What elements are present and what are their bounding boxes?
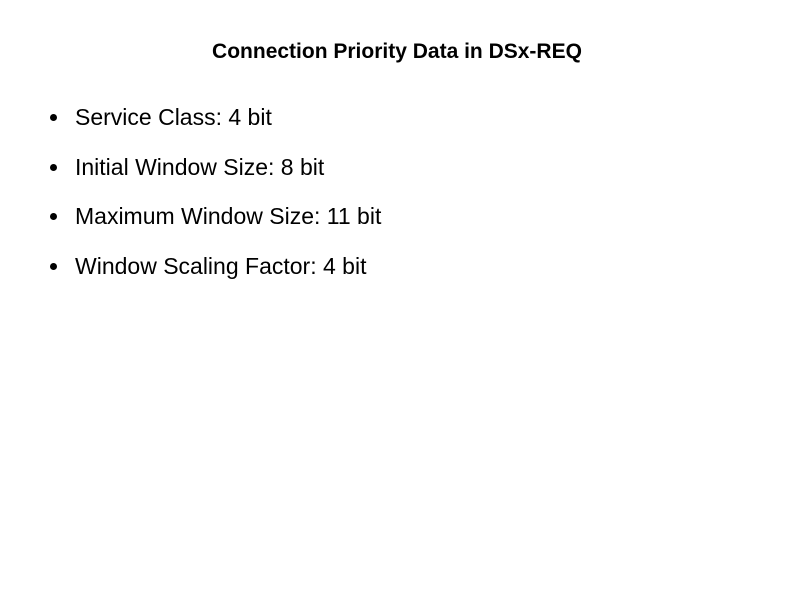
bullet-text: Maximum Window Size: 11 bit: [75, 203, 381, 231]
list-item: Initial Window Size: 8 bit: [50, 154, 794, 182]
bullet-list: Service Class: 4 bit Initial Window Size…: [0, 104, 794, 280]
bullet-icon: [50, 213, 57, 220]
bullet-icon: [50, 263, 57, 270]
list-item: Service Class: 4 bit: [50, 104, 794, 132]
list-item: Window Scaling Factor: 4 bit: [50, 253, 794, 281]
bullet-icon: [50, 164, 57, 171]
bullet-icon: [50, 114, 57, 121]
bullet-text: Initial Window Size: 8 bit: [75, 154, 324, 182]
list-item: Maximum Window Size: 11 bit: [50, 203, 794, 231]
slide-title: Connection Priority Data in DSx-REQ: [0, 40, 794, 64]
bullet-text: Window Scaling Factor: 4 bit: [75, 253, 366, 281]
bullet-text: Service Class: 4 bit: [75, 104, 272, 132]
